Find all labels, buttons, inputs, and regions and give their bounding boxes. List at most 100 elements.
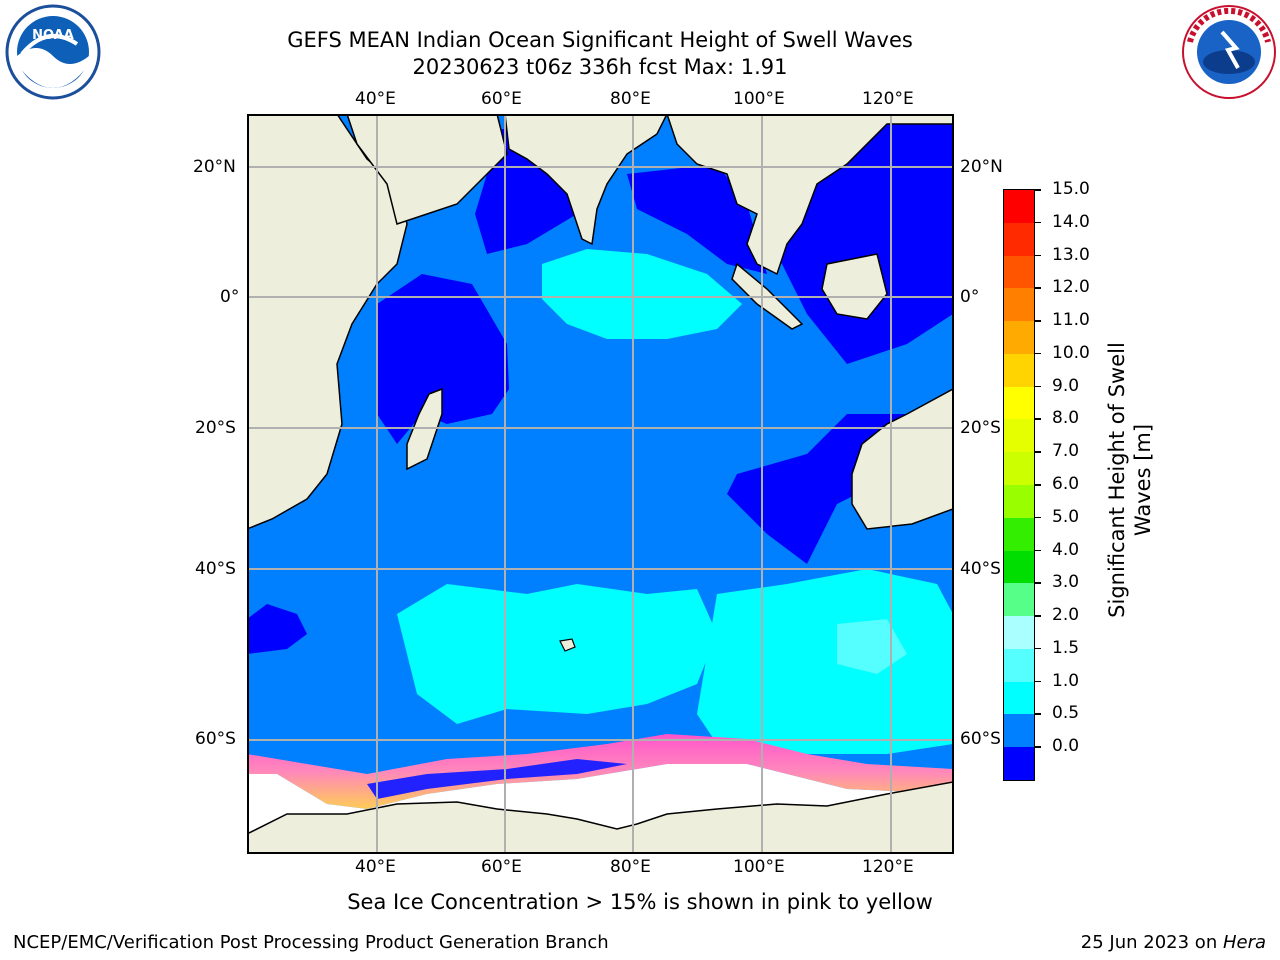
colorbar-tick-label: 1.5	[1052, 637, 1080, 658]
lat-tick-left-60s: 60°S	[195, 729, 236, 749]
colorbar-segment	[1004, 255, 1034, 289]
colorbar-segment	[1004, 485, 1034, 519]
footer-credit: NCEP/EMC/Verification Post Processing Pr…	[13, 932, 609, 953]
landmass-southeast-asia	[666, 114, 953, 276]
landmass-borneo	[821, 253, 888, 320]
landmass-arabia	[346, 114, 508, 225]
landmass-australia	[851, 388, 953, 530]
colorbar-tick-mark	[1035, 615, 1041, 617]
colorbar-segment	[1004, 681, 1034, 715]
lat-tick-right-40s: 40°S	[960, 559, 1001, 579]
colorbar-label: Significant Height of Swell Waves [m]	[1105, 342, 1155, 618]
colorbar-tick-mark	[1035, 746, 1041, 748]
colorbar-tick-label: 11.0	[1052, 310, 1090, 331]
colorbar-segment	[1004, 386, 1034, 420]
colorbar-tick-mark	[1035, 189, 1041, 191]
colorbar-tick-label: 6.0	[1052, 474, 1080, 494]
footer-date: 25 Jun 2023 on Hera	[1081, 932, 1266, 953]
lon-tick-top-120e: 120°E	[862, 89, 914, 109]
colorbar-tick-mark	[1035, 484, 1041, 486]
colorbar-tick-mark	[1035, 352, 1041, 355]
colorbar-tick-label: 15.0	[1052, 179, 1090, 199]
colorbar-tick-mark	[1035, 418, 1041, 420]
colorbar-tick-label: 5.0	[1052, 506, 1080, 527]
colorbar-segment	[1004, 583, 1034, 617]
colorbar-tick-mark	[1035, 680, 1041, 683]
lon-tick-top-60e: 60°E	[481, 89, 522, 109]
moderate-swell-area-south-east	[697, 569, 953, 754]
low-swell-area-bay-of-bengal	[627, 164, 767, 274]
colorbar-segment	[1004, 353, 1034, 388]
landmass-india	[504, 114, 668, 246]
colorbar-tick-mark	[1035, 582, 1041, 584]
low-swell-area-southwest	[247, 604, 307, 654]
colorbar-tick-label: 13.0	[1052, 244, 1090, 265]
noaa-logo-icon: NOAA	[5, 4, 101, 100]
lon-tick-bottom-120e: 120°E	[862, 857, 914, 877]
lon-tick-bottom-40e: 40°E	[355, 857, 396, 877]
colorbar-tick-label: 8.0	[1052, 408, 1080, 429]
colorbar-segment	[1004, 321, 1034, 355]
lon-tick-top-40e: 40°E	[355, 89, 396, 109]
sea-ice-note: Sea Ice Concentration > 15% is shown in …	[347, 890, 933, 914]
lat-tick-left-20s: 20°S	[195, 418, 236, 438]
chart-title-line2: 20230623 t06z 336h fcst Max: 1.91	[412, 55, 788, 79]
colorbar-tick-label: 4.0	[1052, 539, 1080, 560]
colorbar-tick-label: 0.0	[1052, 736, 1080, 757]
colorbar-tick-mark	[1035, 451, 1041, 453]
lat-tick-right-20s: 20°S	[960, 418, 1001, 438]
colorbar-tick-label: 2.0	[1052, 605, 1080, 626]
colorbar-segment	[1004, 288, 1034, 322]
map-panel	[247, 114, 954, 854]
colorbar-segment	[1004, 648, 1034, 683]
colorbar-segment	[1004, 550, 1034, 584]
colorbar-tick-mark	[1035, 221, 1041, 224]
colorbar-tick-label: 9.0	[1052, 375, 1080, 396]
colorbar-tick-label: 10.0	[1052, 342, 1090, 363]
colorbar-tick-label: 12.0	[1052, 277, 1090, 298]
low-swell-area-west	[377, 274, 509, 444]
noaa-logo-text: NOAA	[32, 28, 74, 43]
lon-tick-bottom-60e: 60°E	[481, 857, 522, 877]
landmass-antarctica	[247, 781, 953, 853]
lon-tick-bottom-80e: 80°E	[610, 857, 651, 877]
colorbar-tick-mark	[1035, 320, 1041, 322]
lat-tick-right-0: 0°	[960, 287, 980, 307]
colorbar-segment	[1004, 222, 1034, 257]
colorbar-segment	[1004, 616, 1034, 650]
lon-tick-top-80e: 80°E	[610, 89, 651, 109]
sea-ice-inner-band	[367, 759, 627, 799]
moderate-swell-area-south-central	[397, 584, 717, 724]
landmass-kerguelen	[559, 638, 576, 652]
colorbar-tick-label: 1.0	[1052, 670, 1080, 691]
colorbar-tick-label: 0.5	[1052, 703, 1080, 724]
map-frame	[247, 114, 954, 854]
nws-logo-icon	[1182, 5, 1276, 99]
moderate-swell-area-equatorial	[542, 249, 742, 339]
chart-title-line1: GEFS MEAN Indian Ocean Significant Heigh…	[287, 28, 913, 52]
sea-ice-edge	[247, 734, 953, 809]
colorbar-tick-label: 3.0	[1052, 572, 1080, 593]
colorbar-segment	[1004, 190, 1034, 224]
lat-tick-left-20n: 20°N	[193, 157, 236, 177]
colorbar	[1003, 189, 1035, 781]
colorbar-tick-mark	[1035, 254, 1041, 257]
colorbar-tick-mark	[1035, 549, 1041, 552]
lat-tick-right-60s: 60°S	[960, 729, 1001, 749]
colorbar-tick-mark	[1035, 385, 1041, 388]
lat-tick-left-0: 0°	[220, 287, 240, 307]
colorbar-segment	[1004, 419, 1034, 453]
colorbar-tick-mark	[1035, 287, 1041, 289]
swell-area-1-5m	[837, 619, 907, 674]
footer-host: Hera	[1222, 932, 1266, 953]
colorbar-segment	[1004, 747, 1034, 781]
lon-tick-top-100e: 100°E	[733, 89, 785, 109]
colorbar-tick-label: 14.0	[1052, 211, 1090, 232]
lon-tick-bottom-100e: 100°E	[733, 857, 785, 877]
colorbar-segment	[1004, 714, 1034, 748]
lat-tick-left-40s: 40°S	[195, 559, 236, 579]
graticule	[247, 114, 953, 853]
colorbar-tick-mark	[1035, 713, 1041, 715]
footer-date-text: 25 Jun 2023 on	[1080, 932, 1223, 953]
colorbar-segment	[1004, 452, 1034, 486]
